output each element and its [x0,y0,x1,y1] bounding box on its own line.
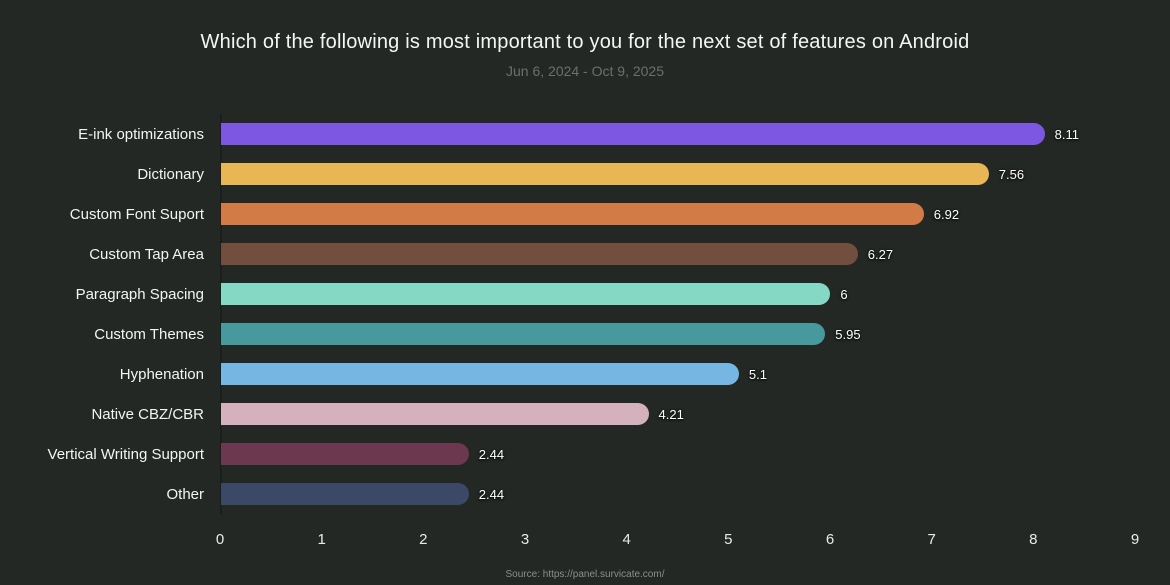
bar-track: 5.95 [221,323,1135,345]
x-tick-label: 6 [825,531,835,548]
x-tick-label: 9 [1130,531,1140,548]
chart-title: Which of the following is most important… [200,31,970,53]
category-label: Native CBZ/CBR [91,405,204,423]
category-label: Custom Font Suport [69,205,204,223]
x-tick-label: 8 [1029,531,1038,548]
bar-row: Custom Font Suport 6.92 [0,194,1135,234]
category-label: Hyphenation [119,365,204,383]
value-label: 8.11 [1054,126,1079,142]
bar-track: 6.27 [221,243,1135,265]
category-label: Custom Tap Area [89,245,204,263]
bar[interactable] [221,123,1045,145]
bar-track: 2.44 [221,443,1135,465]
value-label: 5.1 [748,366,767,382]
x-tick-label: 7 [927,531,936,548]
bar[interactable] [221,243,858,265]
category-label: Custom Themes [94,325,204,343]
x-tick-label: 1 [317,531,326,548]
value-label: 2.44 [478,486,505,502]
category-label: Dictionary [137,165,204,183]
x-axis: 0 1 2 3 4 5 6 7 8 9 [216,531,1139,549]
bar[interactable] [221,403,649,425]
category-label: Vertical Writing Support [47,445,204,463]
bar-row: Dictionary 7.56 [0,154,1135,194]
bar-track: 8.11 [221,123,1135,145]
bar[interactable] [221,163,989,185]
bar-row: Hyphenation 5.1 [0,354,1135,394]
bar-row: Vertical Writing Support 2.44 [0,434,1135,474]
bar[interactable] [221,203,924,225]
bar-row: E-ink optimizations 8.11 [0,114,1135,154]
value-label: 6.92 [933,206,960,222]
bar-track: 6 [221,283,1135,305]
bar-row: Paragraph Spacing 6 [0,274,1135,314]
bar[interactable] [221,363,739,385]
bar-row: Custom Tap Area 6.27 [0,234,1135,274]
bar-rows: E-ink optimizations 8.11 Dictionary 7.56 Cus… [0,114,1135,514]
x-tick-label: 5 [724,531,733,548]
bar[interactable] [221,443,469,465]
bar-row: Custom Themes 5.95 [0,314,1135,354]
y-axis-line [220,114,222,514]
category-label: Paragraph Spacing [75,285,204,303]
value-label: 2.44 [478,446,505,462]
value-label: 7.56 [998,166,1025,182]
bar-track: 7.56 [221,163,1135,185]
category-label: E-ink optimizations [78,125,204,143]
bar-track: 6.92 [221,203,1135,225]
bar[interactable] [221,283,831,305]
x-tick-label: 0 [215,531,225,548]
bar-chart: E-ink optimizations 8.11 Dictionary 7.56 Cus… [0,114,1135,514]
x-tick-label: 3 [520,531,530,548]
bar-track: 5.1 [221,363,1135,385]
bar[interactable] [221,483,469,505]
category-label: Other [166,485,204,503]
value-label: 5.95 [835,326,861,342]
bar-row: Other 2.44 [0,474,1135,514]
value-label: 4.21 [658,406,684,422]
bar-track: 4.21 [221,403,1135,425]
bar[interactable] [221,323,826,345]
value-label: 6 [840,286,848,302]
bar-row: Native CBZ/CBR 4.21 [0,394,1135,434]
value-label: 6.27 [867,246,894,262]
bar-track: 2.44 [221,483,1135,505]
source-note: Source: https://panel.survicate.com/ [505,569,665,580]
chart-date-range: Jun 6, 2024 - Oct 9, 2025 [506,63,664,79]
x-tick-label: 2 [419,531,428,548]
x-tick-label: 4 [622,531,631,548]
